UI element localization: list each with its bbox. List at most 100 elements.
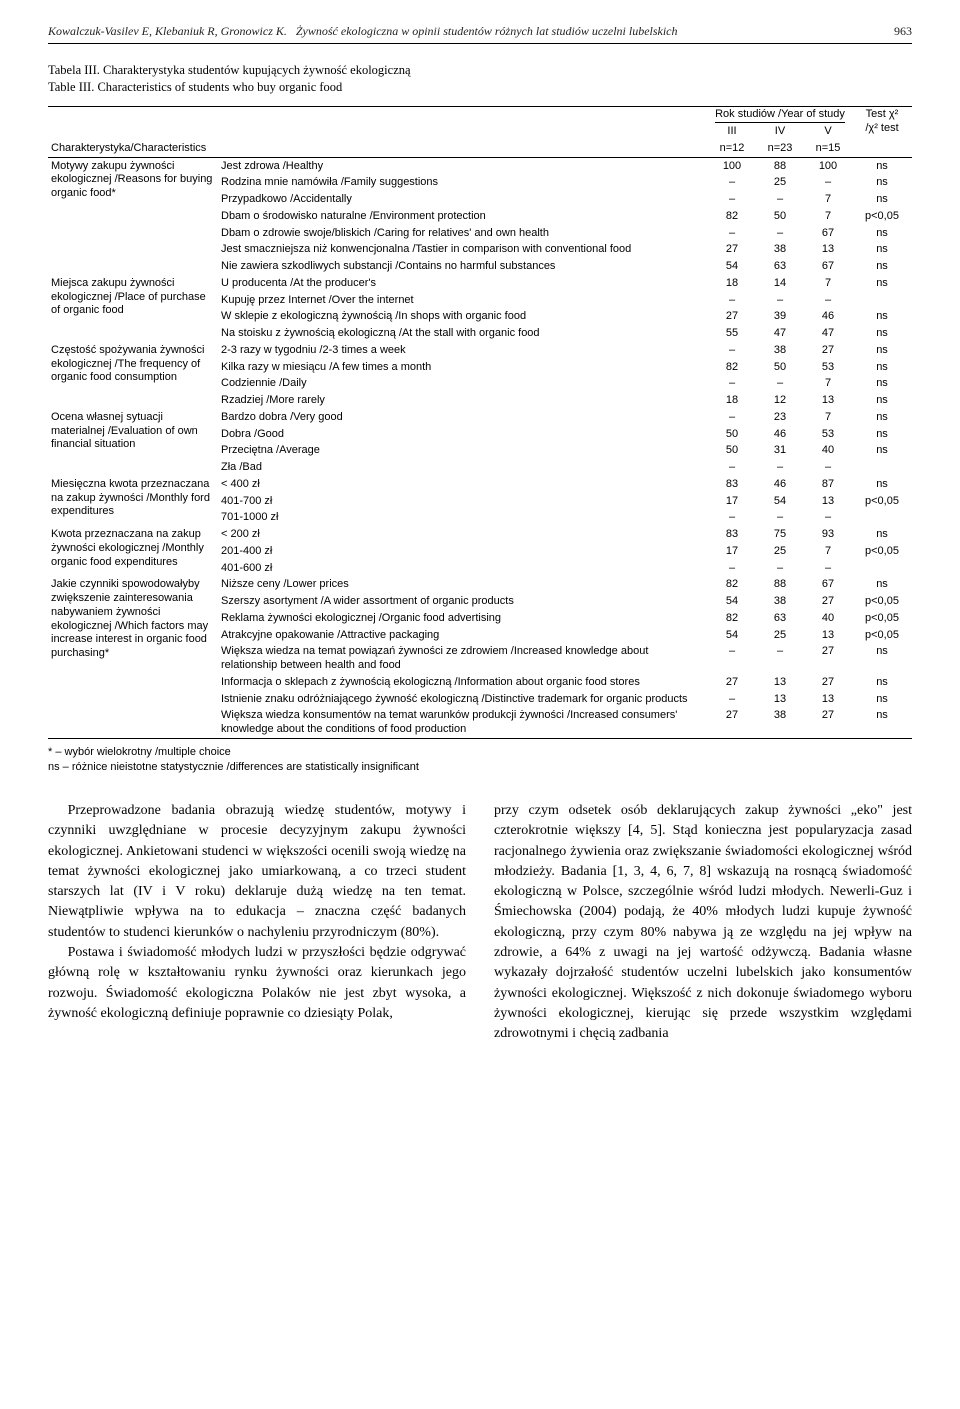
- cell-value: p<0,05: [852, 493, 912, 510]
- row-label: Szerszy asortyment /A wider assortment o…: [218, 594, 708, 611]
- cell-value: 17: [708, 543, 756, 560]
- cell-value: –: [756, 192, 804, 209]
- cell-value: 54: [708, 259, 756, 276]
- page-number: 963: [894, 24, 912, 39]
- cell-value: p<0,05: [852, 627, 912, 644]
- cell-value: –: [804, 460, 852, 477]
- cell-value: 7: [804, 275, 852, 292]
- cell-value: –: [708, 644, 756, 675]
- cell-value: ns: [852, 708, 912, 739]
- cell-value: 67: [804, 259, 852, 276]
- cell-value: ns: [852, 192, 912, 209]
- cell-value: [852, 460, 912, 477]
- header-test: Test χ² /χ² test: [852, 106, 912, 157]
- cell-value: 53: [804, 359, 852, 376]
- cell-value: –: [708, 376, 756, 393]
- table-head: Charakterystyka/Characteristics Rok stud…: [48, 106, 912, 157]
- cell-value: [852, 560, 912, 577]
- cell-value: 93: [804, 527, 852, 544]
- row-label: Większa wiedza na temat powiązań żywnośc…: [218, 644, 708, 675]
- cell-value: 38: [756, 342, 804, 359]
- running-authors: Kowalczuk-Vasilev E, Klebaniuk R, Gronow…: [48, 24, 287, 38]
- cell-value: 7: [804, 376, 852, 393]
- table-caption: Tabela III. Charakterystyka studentów ku…: [48, 62, 912, 96]
- cell-value: –: [804, 292, 852, 309]
- cell-value: 38: [756, 708, 804, 739]
- cell-value: 38: [756, 242, 804, 259]
- cell-value: ns: [852, 158, 912, 175]
- cell-value: 83: [708, 527, 756, 544]
- row-label: < 400 zł: [218, 476, 708, 493]
- cell-value: 13: [804, 242, 852, 259]
- cell-value: –: [756, 460, 804, 477]
- cell-value: p<0,05: [852, 543, 912, 560]
- cell-value: 63: [756, 610, 804, 627]
- cell-value: 13: [756, 691, 804, 708]
- table-footnotes: * – wybór wielokrotny /multiple choice n…: [48, 745, 912, 775]
- table-body: Motywy zakupu żywności ekologicznej /Rea…: [48, 158, 912, 739]
- cell-value: –: [756, 510, 804, 527]
- cell-value: 38: [756, 594, 804, 611]
- cell-value: 63: [756, 259, 804, 276]
- cell-value: 13: [804, 393, 852, 410]
- body-paragraph: Przeprowadzone badania obrazują wiedzę s…: [48, 801, 466, 943]
- cell-value: –: [804, 510, 852, 527]
- caption-pl: Tabela III. Charakterystyka studentów ku…: [48, 62, 912, 79]
- group-label: Miejsca zakupu żywności ekologicznej /Pl…: [48, 275, 218, 342]
- body-column-right: przy czym odsetek osób deklarujących zak…: [494, 801, 912, 1045]
- col-III: III: [708, 124, 756, 141]
- cell-value: ns: [852, 225, 912, 242]
- row-label: Istnienie znaku odróżniającego żywność e…: [218, 691, 708, 708]
- cell-value: 27: [804, 594, 852, 611]
- cell-value: 13: [804, 627, 852, 644]
- caption-en: Table III. Characteristics of students w…: [48, 79, 912, 96]
- cell-value: ns: [852, 426, 912, 443]
- cell-value: –: [708, 691, 756, 708]
- cell-value: 13: [804, 691, 852, 708]
- col-n15: n=15: [804, 140, 852, 157]
- table-row: Miesięczna kwota przeznaczana na zakup ż…: [48, 476, 912, 493]
- header-rule: [48, 43, 912, 44]
- cell-value: p<0,05: [852, 594, 912, 611]
- cell-value: 18: [708, 275, 756, 292]
- cell-value: 82: [708, 208, 756, 225]
- table-row: Kwota przeznaczana na zakup żywności eko…: [48, 527, 912, 544]
- cell-value: ns: [852, 476, 912, 493]
- cell-value: 83: [708, 476, 756, 493]
- header-characteristics: Charakterystyka/Characteristics: [48, 106, 218, 157]
- row-label: U producenta /At the producer's: [218, 275, 708, 292]
- cell-value: –: [708, 292, 756, 309]
- cell-value: ns: [852, 409, 912, 426]
- cell-value: ns: [852, 242, 912, 259]
- col-V: V: [804, 124, 852, 141]
- running-head: Kowalczuk-Vasilev E, Klebaniuk R, Gronow…: [48, 24, 912, 39]
- cell-value: 54: [756, 493, 804, 510]
- row-label: Rzadziej /More rarely: [218, 393, 708, 410]
- cell-value: 12: [756, 393, 804, 410]
- col-n23: n=23: [756, 140, 804, 157]
- cell-value: 100: [804, 158, 852, 175]
- row-label: Rodzina mnie namówiła /Family suggestion…: [218, 175, 708, 192]
- cell-value: –: [708, 175, 756, 192]
- table-row: Częstość spożywania żywności ekologiczne…: [48, 342, 912, 359]
- cell-value: [852, 292, 912, 309]
- body-column-left: Przeprowadzone badania obrazują wiedzę s…: [48, 801, 466, 1045]
- cell-value: 46: [756, 476, 804, 493]
- row-label: Codziennie /Daily: [218, 376, 708, 393]
- cell-value: –: [756, 292, 804, 309]
- characteristics-table: Charakterystyka/Characteristics Rok stud…: [48, 106, 912, 740]
- cell-value: 27: [708, 708, 756, 739]
- cell-value: –: [708, 342, 756, 359]
- running-title: Żywność ekologiczna w opinii studentów r…: [296, 24, 678, 38]
- cell-value: –: [708, 192, 756, 209]
- cell-value: –: [708, 409, 756, 426]
- cell-value: ns: [852, 259, 912, 276]
- group-label: Ocena własnej sytuacji materialnej /Eval…: [48, 409, 218, 476]
- header-year-group: Rok studiów /Year of study: [708, 106, 852, 123]
- cell-value: –: [756, 644, 804, 675]
- cell-value: –: [708, 460, 756, 477]
- cell-value: 27: [804, 708, 852, 739]
- cell-value: p<0,05: [852, 610, 912, 627]
- footnote-1: * – wybór wielokrotny /multiple choice: [48, 745, 912, 760]
- cell-value: –: [708, 510, 756, 527]
